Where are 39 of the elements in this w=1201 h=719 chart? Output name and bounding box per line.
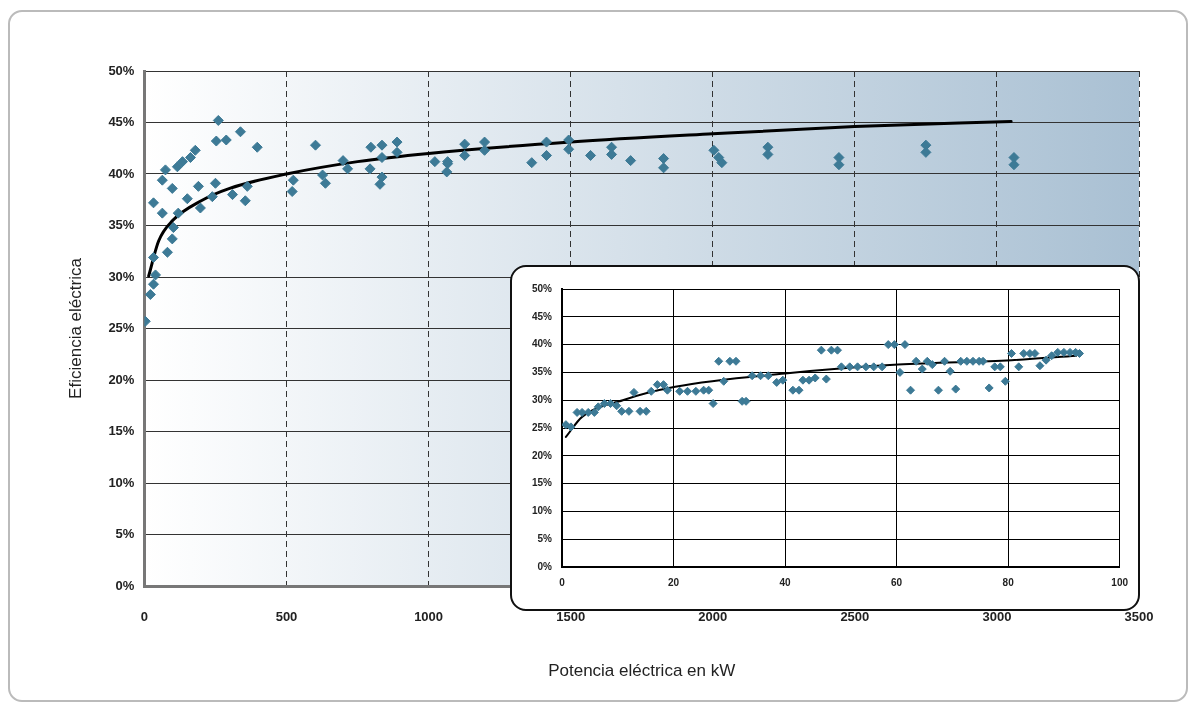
y-tick-label: 45% xyxy=(108,114,135,130)
y-tick-label: 20% xyxy=(532,449,553,461)
y-tick-label: 25% xyxy=(532,421,553,433)
x-tick-label: 1500 xyxy=(556,609,586,625)
x-tick-label: 60 xyxy=(891,576,903,588)
y-tick-label: 35% xyxy=(108,217,135,233)
y-tick-label: 20% xyxy=(108,371,135,387)
x-tick-label: 3000 xyxy=(982,609,1012,625)
x-tick-label: 0 xyxy=(140,609,149,625)
y-tick-label: 5% xyxy=(115,526,135,542)
line-series xyxy=(147,119,1013,278)
y-tick-label: 5% xyxy=(537,532,553,544)
x-tick-label: 1000 xyxy=(414,609,444,625)
y-tick-label: 40% xyxy=(108,165,135,181)
y-tick-label: 15% xyxy=(108,423,135,439)
x-tick-label: 100 xyxy=(1111,576,1129,588)
y-tick-label: 35% xyxy=(532,366,553,378)
x-tick-label: 80 xyxy=(1002,576,1015,588)
y-tick-label: 30% xyxy=(532,393,553,405)
x-tick-label: 20 xyxy=(667,576,680,588)
y-tick-label: 0% xyxy=(537,560,553,572)
y-tick-label: 45% xyxy=(532,310,553,322)
x-tick-label: 3500 xyxy=(1124,609,1154,625)
y-tick-label: 50% xyxy=(532,282,553,294)
y-axis-title: Eficiencia eléctrica xyxy=(65,257,85,399)
y-tick-label: 40% xyxy=(532,338,553,350)
y-tick-label: 10% xyxy=(108,474,135,490)
x-tick-label: 0 xyxy=(559,576,566,588)
x-tick-label: 2000 xyxy=(698,609,728,625)
y-tick-label: 15% xyxy=(532,477,553,489)
y-tick-label: 0% xyxy=(115,577,135,593)
x-tick-label: 500 xyxy=(275,609,298,625)
y-tick-label: 30% xyxy=(108,268,135,284)
y-tick-label: 50% xyxy=(108,62,135,78)
x-axis-title: Potencia eléctrica en kW xyxy=(548,661,736,681)
x-tick-label: 2500 xyxy=(840,609,870,625)
x-tick-label: 40 xyxy=(779,576,792,588)
y-tick-label: 25% xyxy=(108,320,135,336)
y-tick-label: 10% xyxy=(532,505,553,517)
